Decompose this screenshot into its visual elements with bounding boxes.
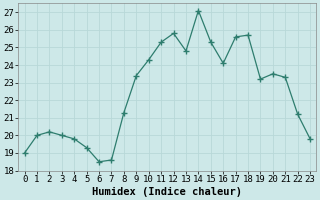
X-axis label: Humidex (Indice chaleur): Humidex (Indice chaleur): [92, 186, 242, 197]
